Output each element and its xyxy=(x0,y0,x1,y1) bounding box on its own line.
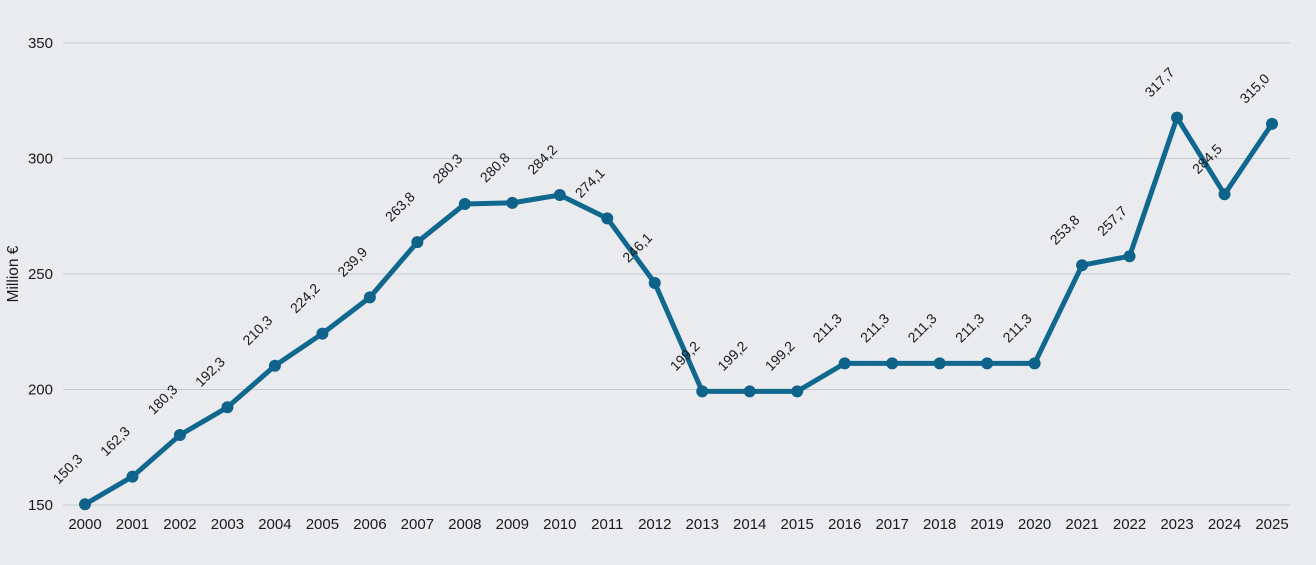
x-tick-label: 2006 xyxy=(353,516,386,533)
x-tick-label: 2001 xyxy=(116,516,149,533)
data-label: 199,2 xyxy=(714,338,750,374)
data-point xyxy=(553,188,566,201)
data-point xyxy=(363,291,376,304)
data-point xyxy=(696,385,709,398)
data-point xyxy=(126,470,139,483)
data-label: 274,1 xyxy=(572,165,608,201)
data-label: 315,0 xyxy=(1236,70,1272,106)
data-label: 280,8 xyxy=(477,149,513,185)
y-tick-label: 350 xyxy=(28,35,53,52)
data-label: 280,3 xyxy=(429,150,465,186)
data-point xyxy=(601,212,614,225)
data-point xyxy=(221,401,234,414)
data-point xyxy=(886,357,899,370)
x-tick-label: 2007 xyxy=(401,516,434,533)
data-label: 162,3 xyxy=(97,423,133,459)
y-tick-label: 150 xyxy=(28,497,53,514)
y-tick-label: 200 xyxy=(28,382,53,399)
data-label: 263,8 xyxy=(382,188,418,224)
data-point xyxy=(506,196,519,209)
data-label: 257,7 xyxy=(1094,202,1130,238)
x-tick-label: 2023 xyxy=(1160,516,1193,533)
x-tick-label: 2025 xyxy=(1255,516,1288,533)
data-label: 180,3 xyxy=(144,381,180,417)
data-label: 192,3 xyxy=(192,354,228,390)
x-tick-label: 2015 xyxy=(781,516,814,533)
data-label: 224,2 xyxy=(287,280,323,316)
data-label: 211,3 xyxy=(999,310,1035,346)
data-label: 317,7 xyxy=(1141,64,1177,100)
data-point xyxy=(648,277,661,290)
data-point xyxy=(791,385,804,398)
data-point xyxy=(1171,111,1184,124)
data-label: 210,3 xyxy=(239,312,275,348)
data-label: 199,2 xyxy=(762,338,798,374)
x-tick-label: 2008 xyxy=(448,516,481,533)
data-label: 253,8 xyxy=(1046,211,1082,247)
data-point xyxy=(268,359,281,372)
x-tick-label: 2004 xyxy=(258,516,291,533)
data-point xyxy=(1218,188,1231,201)
data-point xyxy=(933,357,946,370)
x-tick-label: 2000 xyxy=(68,516,101,533)
data-point xyxy=(981,357,994,370)
x-tick-label: 2012 xyxy=(638,516,671,533)
data-label: 211,3 xyxy=(809,310,845,346)
x-tick-label: 2005 xyxy=(306,516,339,533)
x-tick-label: 2010 xyxy=(543,516,576,533)
x-tick-label: 2014 xyxy=(733,516,766,533)
data-point xyxy=(316,327,329,340)
y-axis-title: Million € xyxy=(5,245,22,302)
data-label: 284,2 xyxy=(524,141,560,177)
data-label: 150,3 xyxy=(49,451,85,487)
y-tick-label: 300 xyxy=(28,151,53,168)
data-label: 211,3 xyxy=(952,310,988,346)
x-tick-label: 2009 xyxy=(496,516,529,533)
data-point xyxy=(1076,259,1089,272)
series-line xyxy=(82,115,1275,507)
x-tick-label: 2013 xyxy=(686,516,719,533)
x-tick-label: 2019 xyxy=(970,516,1003,533)
series-layer: 150,3162,3180,3192,3210,3224,2239,9263,8… xyxy=(49,64,1278,511)
x-tick-label: 2022 xyxy=(1113,516,1146,533)
data-label: 211,3 xyxy=(904,310,940,346)
data-point xyxy=(1266,117,1278,130)
data-point xyxy=(79,498,91,511)
data-point xyxy=(458,198,471,211)
data-point xyxy=(743,385,756,398)
data-point xyxy=(173,429,186,442)
data-point xyxy=(411,236,424,249)
data-label: 199,2 xyxy=(667,338,703,374)
x-tick-label: 2011 xyxy=(591,516,623,533)
data-point xyxy=(838,357,851,370)
gridlines-layer xyxy=(63,42,1290,506)
x-tick-label: 2021 xyxy=(1065,516,1098,533)
x-tick-label: 2020 xyxy=(1018,516,1051,533)
x-tick-label: 2002 xyxy=(163,516,196,533)
y-tick-label: 250 xyxy=(28,266,53,283)
data-point xyxy=(1123,250,1136,263)
axis-labels-layer: 150 200 250 300 350 2000 2001 2002 2003 2004 2005 2… xyxy=(28,35,1289,533)
x-tick-label: 2017 xyxy=(875,516,908,533)
x-tick-label: 2016 xyxy=(828,516,861,533)
data-label: 211,3 xyxy=(857,310,893,346)
x-tick-label: 2018 xyxy=(923,516,956,533)
x-tick-label: 2024 xyxy=(1208,516,1241,533)
data-point xyxy=(1028,357,1041,370)
x-tick-label: 2003 xyxy=(211,516,244,533)
